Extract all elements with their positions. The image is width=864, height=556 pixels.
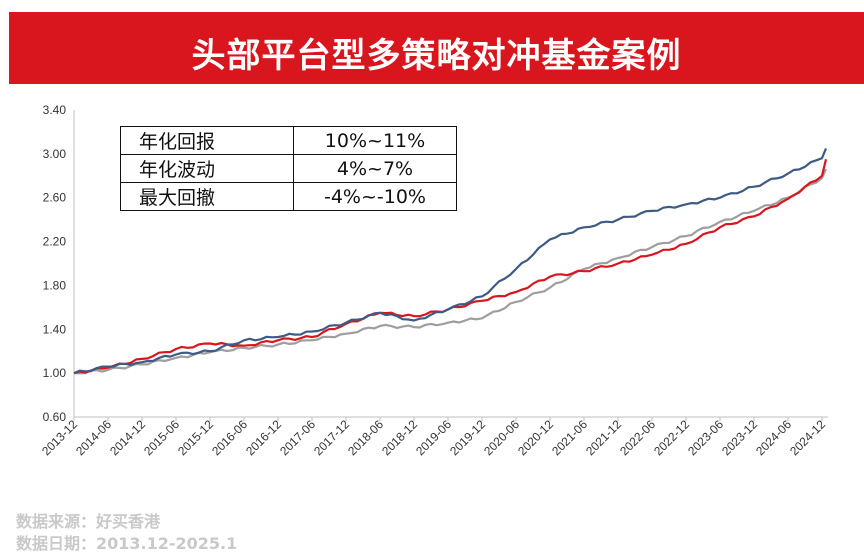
x-tick-label: 2021-06 [549,417,590,458]
data-source-note: 数据来源：好买香港 [16,508,160,532]
x-tick-label: 2024-06 [753,417,794,458]
x-tick-label: 2014-12 [107,417,148,458]
chart-title: 头部平台型多策略对冲基金案例 [9,28,864,77]
y-tick-label: 3.00 [43,147,67,161]
y-tick-label: 1.40 [43,322,67,336]
y-tick-label: 1.80 [43,278,67,292]
stats-row: 年化回报 10%~11% [121,127,457,155]
stats-value: -4%~-10% [294,183,457,211]
x-tick-label: 2017-06 [277,417,318,458]
x-tick-label: 2023-12 [719,417,760,458]
y-tick-label: 3.40 [43,103,67,117]
x-tick-label: 2022-12 [651,417,692,458]
x-tick-label: 2019-06 [413,417,454,458]
stats-row: 年化波动 4%~7% [121,155,457,183]
x-tick-label: 2018-12 [379,417,420,458]
x-tick-label: 2017-12 [311,417,352,458]
stats-value: 4%~7% [294,155,457,183]
x-tick-label: 2015-06 [141,417,182,458]
x-tick-label: 2015-12 [175,417,216,458]
stats-row: 最大回撤 -4%~-10% [121,183,457,211]
x-tick-label: 2021-12 [583,417,624,458]
stats-value: 10%~11% [294,127,457,155]
x-tick-label: 2016-06 [209,417,250,458]
stats-label: 年化波动 [121,155,294,183]
title-banner: 头部平台型多策略对冲基金案例 [9,12,864,84]
x-tick-label: 2024-12 [787,417,828,458]
x-tick-label: 2018-06 [345,417,386,458]
y-tick-label: 0.60 [43,410,67,424]
stats-label: 年化回报 [121,127,294,155]
stats-table: 年化回报 10%~11% 年化波动 4%~7% 最大回撤 -4%~-10% [120,126,457,211]
data-date-note: 数据日期：2013.12-2025.1 [16,530,237,554]
x-tick-label: 2023-06 [685,417,726,458]
x-tick-label: 2020-06 [481,417,522,458]
y-tick-label: 1.00 [43,366,67,380]
x-tick-label: 2022-06 [617,417,658,458]
stats-label: 最大回撤 [121,183,294,211]
x-tick-label: 2016-12 [243,417,284,458]
x-tick-label: 2019-12 [447,417,488,458]
y-tick-label: 2.60 [43,191,67,205]
y-tick-label: 2.20 [43,235,67,249]
x-tick-label: 2014-06 [73,417,114,458]
x-tick-label: 2020-12 [515,417,556,458]
